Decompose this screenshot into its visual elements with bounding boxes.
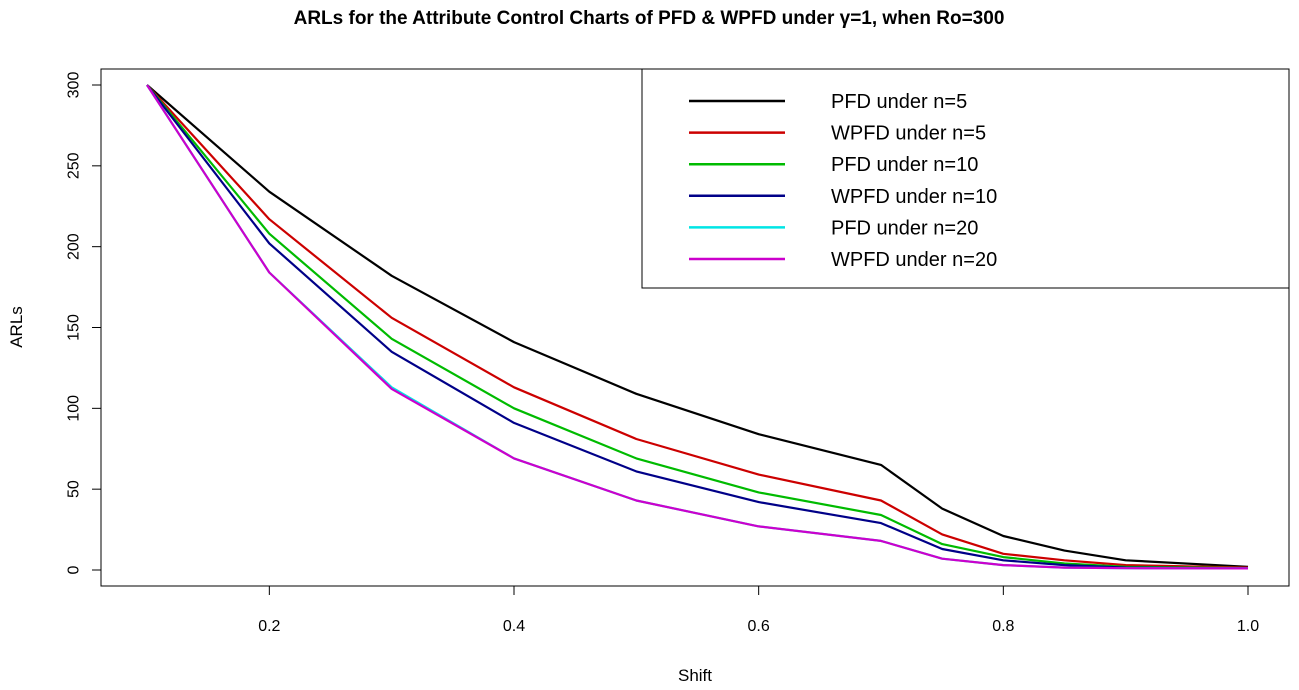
x-axis-label: Shift [678, 666, 712, 685]
legend-label: WPFD under n=10 [831, 186, 997, 208]
legend-label: PFD under n=5 [831, 91, 967, 113]
chart-title: ARLs for the Attribute Control Charts of… [294, 8, 1005, 29]
y-tick-label: 250 [66, 152, 83, 179]
series-line-6 [146, 84, 1249, 570]
series-line-1 [146, 84, 1249, 568]
y-tick-label: 200 [66, 233, 83, 260]
y-axis: 0 50 100 150 200 250 300 [66, 72, 101, 574]
y-tick-label: 150 [66, 314, 83, 341]
legend-label: WPFD under n=20 [831, 249, 997, 271]
y-axis-label: ARLs [7, 306, 26, 348]
series-lines [146, 84, 1249, 570]
x-tick-label: 0.8 [992, 618, 1014, 635]
x-tick-label: 0.6 [748, 618, 770, 635]
legend-box [641, 68, 1290, 289]
y-tick-label: 0 [66, 565, 83, 574]
legend-label: PFD under n=20 [831, 217, 978, 239]
legend-label: WPFD under n=5 [831, 123, 986, 145]
x-tick-label: 1.0 [1237, 618, 1259, 635]
series-line-2 [146, 84, 1249, 569]
y-tick-label: 300 [66, 72, 83, 99]
x-tick-label: 0.4 [503, 618, 525, 635]
x-axis: 0.2 0.4 0.6 0.8 1.0 [258, 586, 1259, 635]
series-line-4 [146, 84, 1249, 570]
y-tick-label: 50 [66, 480, 83, 498]
legend-label: PFD under n=10 [831, 154, 978, 176]
legend: PFD under n=5 WPFD under n=5 PFD under n=1… [641, 68, 1290, 289]
y-tick-label: 100 [66, 395, 83, 422]
x-tick-label: 0.2 [258, 618, 280, 635]
series-line-3 [146, 84, 1249, 570]
